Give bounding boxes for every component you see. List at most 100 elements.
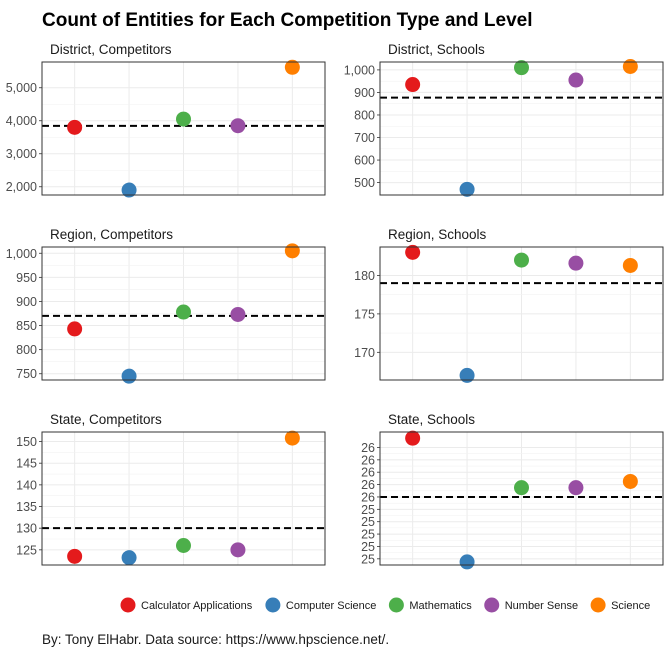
point-mathematics — [176, 111, 191, 127]
panel-district-schools: District, Schools 500 600 700 800 900 1,000 — [344, 42, 664, 197]
legend-key — [484, 597, 500, 613]
y-tick-label: 850 — [16, 319, 37, 333]
y-tick-label: 26 — [361, 453, 375, 467]
y-tick-label: 800 — [354, 108, 375, 122]
legend-item-number-sense: Number Sense — [484, 597, 578, 613]
panel-border — [41, 61, 326, 196]
panel-title: State, Schools — [388, 412, 475, 427]
point-computer-science — [459, 554, 475, 570]
y-tick-label: 5,000 — [6, 81, 37, 95]
legend-label: Science — [611, 600, 650, 612]
y-tick-label: 2,000 — [6, 180, 37, 194]
panel-district-competitors: District, Competitors 2,000 3,000 4,000 5,00… — [6, 42, 326, 198]
panel-border — [379, 61, 664, 196]
y-tick-label: 1,000 — [344, 63, 375, 77]
panel-title: District, Schools — [388, 42, 485, 57]
panel-region-competitors: Region, Competitors 750 800 850 900 950 1,000 — [6, 227, 326, 384]
point-mathematics — [514, 252, 529, 268]
legend-item-computer-science: Computer Science — [265, 597, 377, 613]
y-tick-label: 900 — [16, 295, 37, 309]
chart-title: Count of Entities for Each Competition T… — [42, 10, 533, 31]
point-computer-science — [459, 181, 475, 197]
legend-key — [120, 597, 136, 613]
point-number-sense — [230, 118, 246, 134]
point-calculator-applications — [405, 244, 421, 260]
panel-border — [379, 431, 664, 566]
point-calculator-applications — [405, 430, 421, 446]
legend-item-mathematics: Mathematics — [388, 597, 472, 613]
panel-title: Region, Schools — [388, 227, 487, 242]
legend-label: Mathematics — [409, 600, 472, 612]
point-calculator-applications — [405, 77, 421, 93]
point-computer-science — [459, 367, 475, 383]
facet-panels: District, Competitors 2,000 3,000 4,000 5,00… — [6, 42, 664, 570]
point-science — [284, 59, 300, 75]
y-tick-label: 900 — [354, 86, 375, 100]
y-tick-label: 1,000 — [6, 247, 37, 261]
point-calculator-applications — [67, 119, 83, 135]
y-tick-label: 25 — [361, 528, 375, 542]
point-mathematics — [514, 480, 529, 496]
point-number-sense — [568, 480, 584, 496]
y-tick-label: 26 — [361, 490, 375, 504]
point-science — [622, 257, 638, 273]
panel-border — [41, 246, 326, 381]
chart-caption: By: Tony ElHabr. Data source: https://ww… — [42, 632, 389, 647]
y-tick-label: 750 — [16, 367, 37, 381]
y-tick-label: 170 — [354, 346, 375, 360]
point-mathematics — [514, 60, 529, 76]
point-number-sense — [568, 255, 584, 271]
panel-title: Region, Competitors — [50, 227, 173, 242]
y-tick-label: 25 — [361, 540, 375, 554]
legend-item-science: Science — [590, 597, 650, 613]
legend-key — [590, 597, 606, 613]
legend: Calculator Applications Computer Science M… — [120, 597, 650, 613]
y-tick-label: 3,000 — [6, 147, 37, 161]
legend-item-calculator-applications: Calculator Applications — [120, 597, 253, 613]
legend-label: Calculator Applications — [141, 600, 253, 612]
y-tick-label: 125 — [16, 543, 37, 557]
point-science — [284, 243, 300, 259]
y-tick-label: 140 — [16, 478, 37, 492]
panel-title: State, Competitors — [50, 412, 162, 427]
legend-key — [265, 597, 281, 613]
point-mathematics — [176, 304, 191, 320]
y-tick-label: 150 — [16, 435, 37, 449]
panel-border — [379, 246, 664, 381]
y-tick-label: 800 — [16, 343, 37, 357]
panel-region-schools: Region, Schools 170 175 180 — [354, 227, 664, 383]
panel-border — [41, 431, 326, 566]
y-tick-label: 175 — [354, 307, 375, 321]
y-tick-label: 26 — [361, 441, 375, 455]
point-science — [622, 59, 638, 75]
y-tick-label: 700 — [354, 131, 375, 145]
y-tick-label: 26 — [361, 478, 375, 492]
point-number-sense — [568, 72, 584, 88]
y-tick-label: 4,000 — [6, 114, 37, 128]
point-calculator-applications — [67, 548, 83, 564]
point-science — [622, 473, 638, 489]
panel-title: District, Competitors — [50, 42, 172, 57]
y-tick-label: 500 — [354, 176, 375, 190]
legend-key — [388, 597, 404, 613]
point-mathematics — [176, 538, 191, 554]
y-tick-label: 25 — [361, 552, 375, 566]
y-tick-label: 145 — [16, 457, 37, 471]
panel-state-competitors: State, Competitors 125 130 135 140 145 150 — [16, 412, 326, 566]
legend-label: Number Sense — [505, 600, 578, 612]
point-number-sense — [230, 542, 246, 558]
y-tick-label: 600 — [354, 154, 375, 168]
y-tick-label: 26 — [361, 466, 375, 480]
point-calculator-applications — [67, 321, 83, 337]
point-science — [284, 430, 300, 446]
y-tick-label: 130 — [16, 522, 37, 536]
legend-label: Computer Science — [286, 600, 377, 612]
point-computer-science — [121, 550, 137, 566]
point-number-sense — [230, 306, 246, 322]
y-tick-label: 25 — [361, 515, 375, 529]
point-computer-science — [121, 368, 137, 384]
y-tick-label: 135 — [16, 500, 37, 514]
y-tick-label: 180 — [354, 269, 375, 283]
